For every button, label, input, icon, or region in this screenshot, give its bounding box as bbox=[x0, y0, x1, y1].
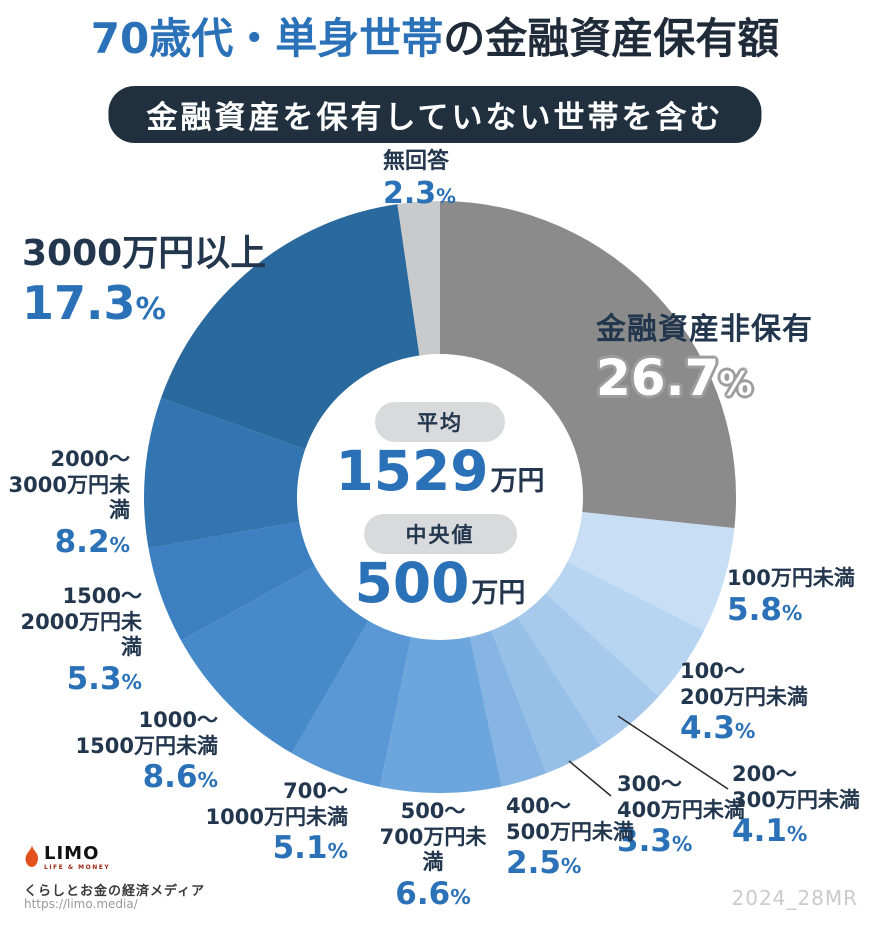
percent-sign: % bbox=[671, 832, 693, 857]
logo-subtext: LIFE & MONEY bbox=[44, 864, 111, 871]
percent-sign: % bbox=[109, 532, 130, 557]
slice-label-300-400: 300〜 400万円未満 3.3% bbox=[617, 772, 745, 860]
slice-label-no-answer: 無回答 2.3% bbox=[383, 149, 456, 211]
slice-label-under-100: 100万円未満 5.8% bbox=[727, 566, 855, 628]
percent-sign: % bbox=[560, 854, 582, 879]
average-unit: 万円 bbox=[490, 466, 545, 497]
percent-sign: % bbox=[781, 600, 803, 625]
slice-label-1000-1500: 1000〜 1500万円未満 8.6% bbox=[75, 708, 218, 796]
percent-sign: % bbox=[719, 363, 753, 403]
percent-sign: % bbox=[327, 839, 348, 864]
median-pill: 中央値 bbox=[363, 513, 517, 554]
logo-wordmark: LIMO bbox=[44, 843, 100, 864]
slice-2000-3000 bbox=[144, 398, 440, 549]
slice-label-2000-3000: 2000〜 3000万円未満 8.2% bbox=[8, 447, 130, 560]
leader-line-200-300 bbox=[617, 715, 729, 790]
center-stats: 平均 1529万円 中央値 500万円 bbox=[290, 402, 590, 613]
slice-label-700-1000: 700〜 1000万円未満 5.1% bbox=[205, 779, 348, 867]
slice-label-1500-2000: 1500〜 2000万円未満 5.3% bbox=[20, 584, 142, 697]
page-title: 70歳代・単身世帯の金融資産保有額 bbox=[0, 14, 870, 63]
median-number: 500 bbox=[354, 550, 470, 615]
slice-label-3000-plus: 3000万円以上 17.3% bbox=[22, 233, 267, 330]
average-pill: 平均 bbox=[375, 402, 505, 442]
flame-icon bbox=[25, 845, 38, 867]
median-value: 500万円 bbox=[290, 554, 590, 613]
average-number: 1529 bbox=[335, 439, 489, 503]
slice-label-400-500: 400〜 500万円未満 2.5% bbox=[506, 794, 634, 882]
leader-line-300-400 bbox=[568, 760, 612, 797]
limo-logo: LIMO LIFE & MONEY bbox=[25, 845, 110, 871]
percent-sign: % bbox=[197, 768, 218, 793]
percent-sign: % bbox=[135, 291, 166, 327]
watermark: 2024_28MR bbox=[731, 886, 858, 910]
slice-500-700 bbox=[380, 497, 502, 794]
media-tagline: くらしとお金の経済メディア bbox=[24, 884, 206, 899]
slice-label-non-holding: 金融資産非保有 26.7% bbox=[596, 312, 813, 407]
percent-sign: % bbox=[450, 884, 471, 909]
subtitle-badge: 金融資産を保有していない世帯を含む bbox=[108, 86, 762, 143]
percent-sign: % bbox=[786, 822, 808, 847]
slice-label-500-700: 500〜 700万円未満 6.6% bbox=[379, 799, 487, 912]
title-rest: の金融資産保有額 bbox=[443, 14, 780, 63]
percent-sign: % bbox=[734, 719, 756, 744]
slice-label-100-200: 100〜 200万円未満 4.3% bbox=[680, 659, 808, 747]
median-unit: 万円 bbox=[471, 577, 526, 609]
donut-hole bbox=[297, 354, 583, 640]
slice-label-200-300: 200〜 300万円未満 4.1% bbox=[732, 762, 860, 850]
title-highlight: 70歳代・単身世帯 bbox=[90, 14, 444, 63]
percent-sign: % bbox=[436, 184, 456, 208]
average-value: 1529万円 bbox=[290, 442, 590, 501]
media-url: https://limo.media/ bbox=[24, 897, 138, 911]
percent-sign: % bbox=[121, 669, 142, 694]
